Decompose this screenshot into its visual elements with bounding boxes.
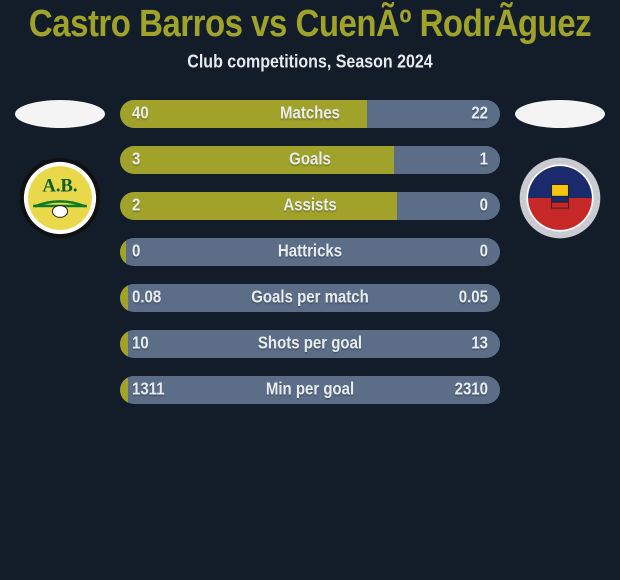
bar-fill-left <box>120 376 128 404</box>
stat-metric-label: Assists <box>283 195 336 215</box>
club-crest-left-svg: A.B. <box>18 156 102 240</box>
stat-value-left: 40 <box>132 103 149 123</box>
flag-ellipse-left <box>15 100 105 128</box>
bar-fill-left <box>120 192 397 220</box>
stat-row: 1311 Min per goal 2310 <box>120 376 500 404</box>
page-title: Castro Barros vs CuenÃº RodrÃ­guez <box>0 0 620 45</box>
stat-value-left: 1311 <box>132 379 165 399</box>
stat-row: 40 Matches 22 <box>120 100 500 128</box>
stat-value-left: 10 <box>132 333 149 353</box>
stat-row: 2 Assists 0 <box>120 192 500 220</box>
stat-value-left: 2 <box>132 195 140 215</box>
bar-fill-left <box>120 330 128 358</box>
stat-row: 10 Shots per goal 13 <box>120 330 500 358</box>
stat-value-right: 2310 <box>455 379 488 399</box>
bar-fill-left <box>120 284 128 312</box>
right-player-column <box>510 100 610 240</box>
club-crest-right <box>518 156 602 240</box>
comparison-area: A.B. 40 Matches 22 3 Goals 1 2 Assists 0 0 Hattric… <box>0 100 620 404</box>
stat-metric-label: Goals <box>289 149 331 169</box>
stat-value-right: 0 <box>480 195 488 215</box>
stat-value-right: 13 <box>471 333 488 353</box>
stat-value-left: 0 <box>132 241 140 261</box>
stat-value-left: 0.08 <box>132 287 161 307</box>
stat-metric-label: Goals per match <box>251 287 369 307</box>
club-crest-right-svg <box>518 156 602 240</box>
flag-ellipse-right <box>515 100 605 128</box>
stat-bars: 40 Matches 22 3 Goals 1 2 Assists 0 0 Hattricks 0 0.… <box>120 100 500 404</box>
svg-text:A.B.: A.B. <box>43 175 78 195</box>
stat-metric-label: Shots per goal <box>258 333 362 353</box>
stat-value-right: 22 <box>471 103 488 123</box>
subtitle: Club competitions, Season 2024 <box>0 53 620 74</box>
stat-row: 3 Goals 1 <box>120 146 500 174</box>
stat-value-right: 1 <box>480 149 488 169</box>
stat-row: 0.08 Goals per match 0.05 <box>120 284 500 312</box>
stat-row: 0 Hattricks 0 <box>120 238 500 266</box>
left-player-column: A.B. <box>10 100 110 240</box>
stat-value-left: 3 <box>132 149 140 169</box>
bar-fill-left <box>120 146 394 174</box>
stat-value-right: 0 <box>480 241 488 261</box>
stat-metric-label: Min per goal <box>266 379 354 399</box>
stat-metric-label: Matches <box>280 103 340 123</box>
stat-value-right: 0.05 <box>459 287 488 307</box>
stat-metric-label: Hattricks <box>278 241 342 261</box>
club-crest-left: A.B. <box>18 156 102 240</box>
